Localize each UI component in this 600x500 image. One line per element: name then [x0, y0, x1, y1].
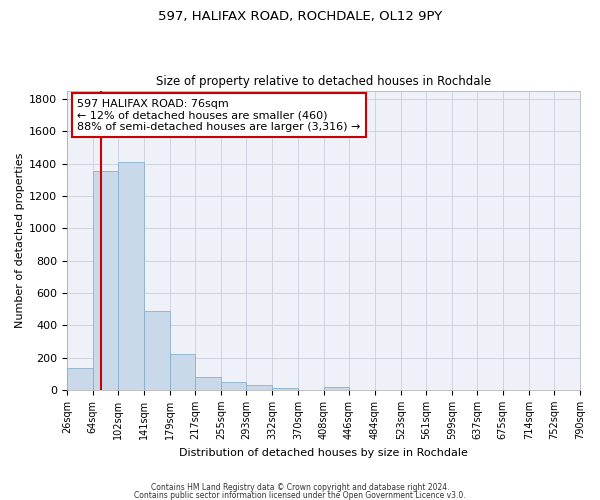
Bar — [67, 368, 92, 390]
Bar — [323, 386, 349, 390]
X-axis label: Distribution of detached houses by size in Rochdale: Distribution of detached houses by size … — [179, 448, 468, 458]
Text: Contains HM Land Registry data © Crown copyright and database right 2024.: Contains HM Land Registry data © Crown c… — [151, 484, 449, 492]
Bar — [246, 386, 272, 390]
Text: Contains public sector information licensed under the Open Government Licence v3: Contains public sector information licen… — [134, 490, 466, 500]
Y-axis label: Number of detached properties: Number of detached properties — [15, 153, 25, 328]
Text: 597 HALIFAX ROAD: 76sqm
← 12% of detached houses are smaller (460)
88% of semi-d: 597 HALIFAX ROAD: 76sqm ← 12% of detache… — [77, 98, 361, 132]
Bar — [170, 354, 195, 390]
Bar — [144, 311, 170, 390]
Bar — [195, 377, 221, 390]
Bar — [272, 388, 298, 390]
Bar — [221, 382, 246, 390]
Bar — [118, 162, 144, 390]
Bar — [92, 171, 118, 390]
Title: Size of property relative to detached houses in Rochdale: Size of property relative to detached ho… — [156, 76, 491, 88]
Text: 597, HALIFAX ROAD, ROCHDALE, OL12 9PY: 597, HALIFAX ROAD, ROCHDALE, OL12 9PY — [158, 10, 442, 23]
